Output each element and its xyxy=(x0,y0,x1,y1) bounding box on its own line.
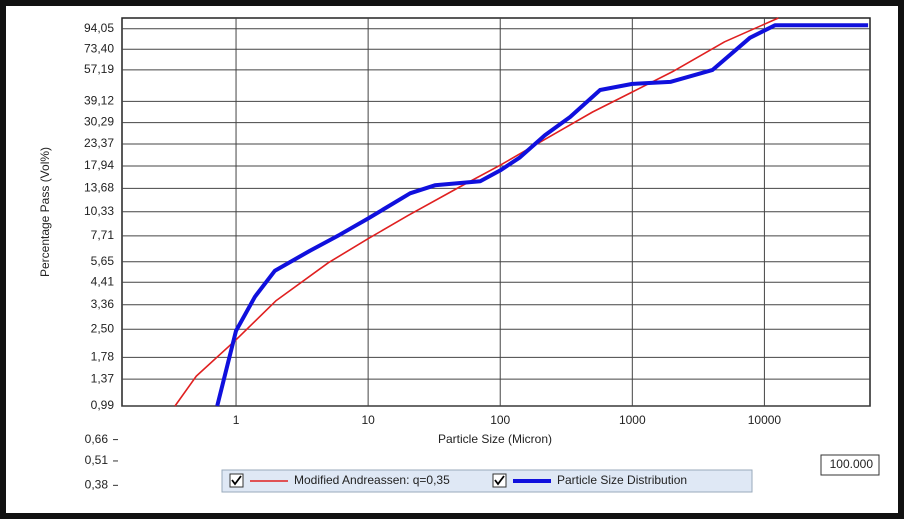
y-tick-label: 0,38 xyxy=(85,478,109,492)
x-axis-label: Particle Size (Micron) xyxy=(438,432,552,446)
x-tick-label: 10 xyxy=(361,413,375,427)
x-tick-label: 1000 xyxy=(619,413,646,427)
y-tick-label: 39,12 xyxy=(84,94,114,108)
y-tick-label: 4,41 xyxy=(91,274,115,288)
checkmark xyxy=(494,475,505,486)
legend-label: Modified Andreassen: q=0,35 xyxy=(294,473,450,487)
x-tick-label: 1 xyxy=(233,413,240,427)
x-tick-label: 10000 xyxy=(748,413,782,427)
y-tick-label: 94,05 xyxy=(84,21,114,35)
y-tick-label: 57,19 xyxy=(84,62,114,76)
y-tick-label: 1,37 xyxy=(91,371,115,385)
y-tick-label: 5,65 xyxy=(91,254,115,268)
y-tick-label: 0,99 xyxy=(91,398,115,412)
y-tick-label: 1,78 xyxy=(91,350,115,364)
series-line xyxy=(174,17,779,407)
y-tick-label: 0,51 xyxy=(85,453,109,467)
y-tick-label: 30,29 xyxy=(84,115,114,129)
scale-input[interactable] xyxy=(820,454,880,476)
y-tick-label: 10,33 xyxy=(84,204,114,218)
series-line xyxy=(215,23,869,407)
y-tick-label: 13,68 xyxy=(84,181,114,195)
y-tick-label: 2,50 xyxy=(91,321,115,335)
y-axis-label: Percentage Pass (Vol%) xyxy=(38,147,52,277)
scale-value: 100.000 xyxy=(830,457,874,471)
legend xyxy=(221,469,753,493)
y-tick-label: 73,40 xyxy=(84,41,114,55)
checkmark xyxy=(231,475,242,486)
y-tick-label: 0,66 xyxy=(85,432,109,446)
x-tick-label: 100 xyxy=(490,413,510,427)
y-tick-label: 3,36 xyxy=(91,297,115,311)
legend-label: Particle Size Distribution xyxy=(557,473,687,487)
y-tick-label: 7,71 xyxy=(91,228,115,242)
y-tick-label: 17,94 xyxy=(84,158,114,172)
y-tick-label: 23,37 xyxy=(84,136,114,150)
